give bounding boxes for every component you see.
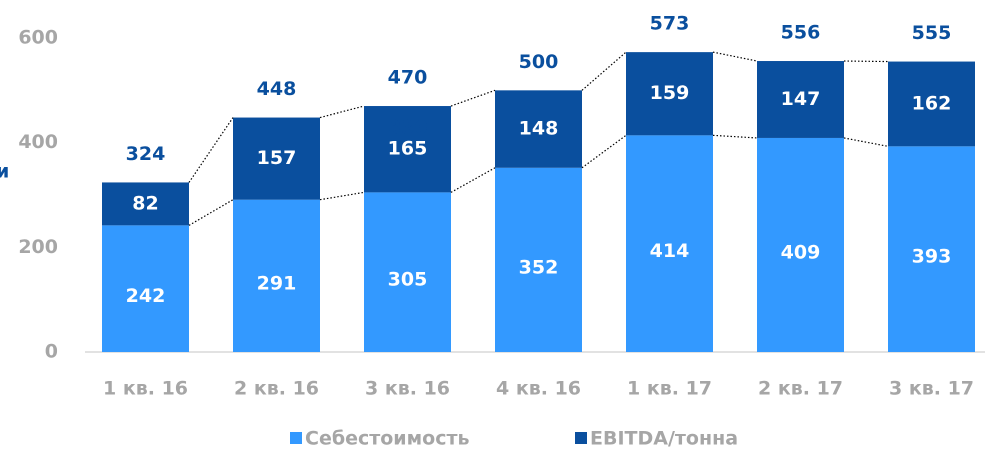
data-label: 409 — [781, 241, 821, 263]
connector — [319, 191, 365, 201]
y-tick-label: 0 — [45, 341, 58, 363]
data-label: 148 — [519, 118, 559, 140]
total-label: 324 — [126, 143, 166, 165]
connector — [843, 137, 889, 147]
x-tick-label: 2 кв. 17 — [758, 378, 843, 400]
total-label: 556 — [781, 22, 821, 44]
total-label: 470 — [388, 67, 428, 89]
connector — [188, 199, 234, 226]
data-label: 82 — [132, 192, 158, 214]
x-tick-label: 3 кв. 16 — [365, 378, 450, 400]
total-label: 555 — [912, 22, 952, 44]
bar-segment — [364, 106, 451, 193]
total-label: 573 — [650, 13, 690, 35]
bar-segment — [757, 137, 844, 352]
y-tick-label: 600 — [18, 27, 58, 49]
data-label: 242 — [126, 285, 166, 307]
bar-segment — [495, 167, 582, 352]
bar-segment — [626, 52, 713, 136]
legend-swatch — [575, 432, 587, 444]
data-label: 159 — [650, 82, 690, 104]
legend-label: EBITDA/тонна — [590, 428, 738, 450]
total-label: 500 — [519, 51, 559, 73]
bar-segment — [233, 117, 320, 200]
data-label: 162 — [912, 92, 952, 114]
data-label: 305 — [388, 269, 428, 291]
x-tick-label: 4 кв. 16 — [496, 378, 581, 400]
x-tick-label: 1 кв. 17 — [627, 378, 712, 400]
connector — [712, 134, 758, 139]
bar-segment — [233, 199, 320, 352]
legend-label: Себестоимость — [305, 428, 470, 450]
data-label: 414 — [650, 240, 690, 262]
x-tick-label: 2 кв. 16 — [234, 378, 319, 400]
data-label: 352 — [519, 256, 559, 278]
data-label: 157 — [257, 147, 297, 169]
bar-segment — [364, 192, 451, 352]
connector — [450, 167, 496, 193]
connector — [319, 105, 365, 119]
connector — [581, 51, 627, 91]
bar-segment — [888, 61, 975, 147]
bar-segment — [626, 135, 713, 352]
connector — [712, 51, 758, 62]
y-axis-label: и — [0, 161, 9, 183]
total-label: 448 — [257, 78, 297, 100]
connector — [581, 134, 627, 169]
data-label: 393 — [912, 246, 952, 268]
y-tick-label: 200 — [18, 236, 58, 258]
connector — [843, 60, 889, 63]
x-tick-label: 3 кв. 17 — [889, 378, 974, 400]
bar-segment — [102, 225, 189, 352]
legend-swatch — [290, 432, 302, 444]
bar-segment — [495, 90, 582, 168]
bar-segment — [757, 61, 844, 138]
data-label: 165 — [388, 138, 428, 160]
data-label: 147 — [781, 88, 821, 110]
connector — [188, 117, 234, 183]
annotation: 330 — [388, 117, 428, 139]
bar-segment — [102, 182, 189, 226]
connector — [450, 89, 496, 107]
bar-segment — [888, 146, 975, 352]
y-tick-label: 400 — [18, 131, 58, 153]
x-tick-label: 1 кв. 16 — [103, 378, 188, 400]
data-label: 291 — [257, 272, 297, 294]
